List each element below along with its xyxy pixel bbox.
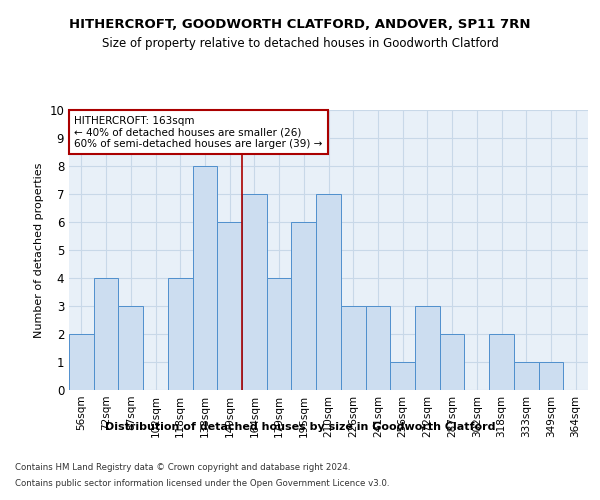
Bar xyxy=(316,194,341,390)
Bar xyxy=(440,334,464,390)
Text: Contains HM Land Registry data © Crown copyright and database right 2024.: Contains HM Land Registry data © Crown c… xyxy=(15,462,350,471)
Bar xyxy=(365,306,390,390)
Bar xyxy=(489,334,514,390)
Y-axis label: Number of detached properties: Number of detached properties xyxy=(34,162,44,338)
Bar xyxy=(69,334,94,390)
Text: Distribution of detached houses by size in Goodworth Clatford: Distribution of detached houses by size … xyxy=(105,422,495,432)
Text: HITHERCROFT, GOODWORTH CLATFORD, ANDOVER, SP11 7RN: HITHERCROFT, GOODWORTH CLATFORD, ANDOVER… xyxy=(69,18,531,30)
Bar xyxy=(267,278,292,390)
Bar xyxy=(242,194,267,390)
Text: Contains public sector information licensed under the Open Government Licence v3: Contains public sector information licen… xyxy=(15,479,389,488)
Bar xyxy=(341,306,365,390)
Text: HITHERCROFT: 163sqm
← 40% of detached houses are smaller (26)
60% of semi-detach: HITHERCROFT: 163sqm ← 40% of detached ho… xyxy=(74,116,323,149)
Bar xyxy=(514,362,539,390)
Bar xyxy=(94,278,118,390)
Bar xyxy=(415,306,440,390)
Bar xyxy=(539,362,563,390)
Bar xyxy=(217,222,242,390)
Bar xyxy=(390,362,415,390)
Text: Size of property relative to detached houses in Goodworth Clatford: Size of property relative to detached ho… xyxy=(101,38,499,51)
Bar xyxy=(168,278,193,390)
Bar xyxy=(118,306,143,390)
Bar xyxy=(292,222,316,390)
Bar xyxy=(193,166,217,390)
